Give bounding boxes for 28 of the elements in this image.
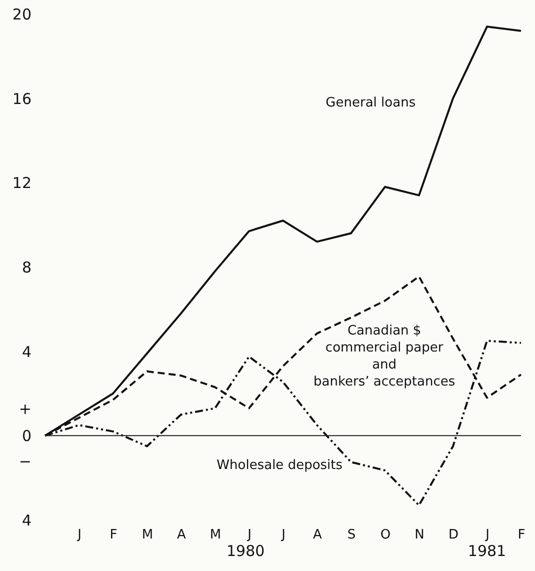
- x-tick-label: F: [110, 528, 118, 542]
- x-tick-label: M: [142, 528, 154, 542]
- x-tick-label: S: [347, 528, 356, 542]
- x-tick-label: O: [380, 528, 391, 542]
- x-tick-label: A: [313, 528, 322, 542]
- x-tick-label: N: [414, 528, 424, 542]
- y-tick-label: −: [18, 452, 32, 470]
- text: 1981: [468, 542, 506, 560]
- y-tick-label: 20: [12, 6, 32, 24]
- y-tick-label: +: [18, 400, 32, 418]
- x-tick-label: J: [484, 528, 490, 542]
- y-tick-label: 16: [12, 90, 32, 108]
- x-tick-label: J: [246, 528, 252, 542]
- series-label: Canadian $ commercial paper and bankers’ acceptances: [314, 323, 456, 390]
- x-tick-label: F: [518, 528, 526, 542]
- y-tick-label: 4: [22, 342, 32, 361]
- y-tick-label: 12: [12, 174, 32, 192]
- x-tick-label: D: [448, 528, 459, 542]
- text: General loans: [326, 96, 416, 111]
- x-tick-label: M: [210, 528, 222, 542]
- text: 1980: [226, 542, 265, 560]
- x-tick-label: A: [177, 528, 186, 542]
- y-tick-label: 4: [22, 512, 32, 530]
- x-tick-label: J: [76, 528, 82, 542]
- series-label: Wholesale deposits: [216, 458, 343, 474]
- y-tick-label: 0: [22, 427, 32, 446]
- y-tick-label: 8: [22, 258, 32, 276]
- x-tick-label: J: [280, 528, 286, 542]
